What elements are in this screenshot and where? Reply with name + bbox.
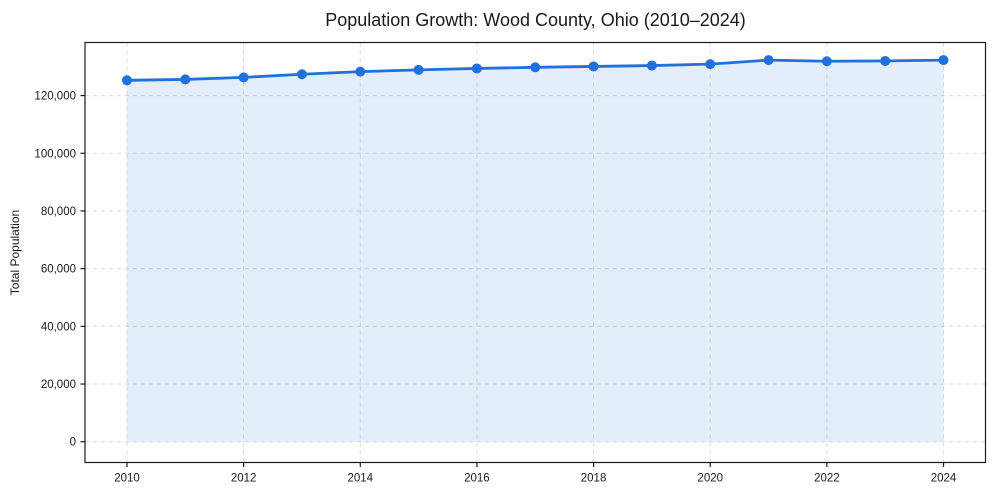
ytick-label: 60,000 [41, 264, 76, 276]
ytick-label: 80,000 [41, 206, 76, 218]
data-point-marker [121, 75, 132, 86]
data-point-marker [588, 61, 599, 72]
ytick-label: 40,000 [41, 321, 76, 333]
ytick-label: 120,000 [34, 91, 76, 103]
data-point-marker [880, 55, 891, 66]
xtick-label: 2012 [231, 473, 257, 485]
ytick-label: 20,000 [41, 379, 76, 391]
xtick-label: 2020 [697, 473, 723, 485]
xtick-label: 2010 [114, 473, 140, 485]
data-point-marker [238, 72, 249, 83]
plot-border [84, 41, 987, 464]
data-point-marker [471, 63, 482, 74]
data-point-marker [355, 66, 366, 77]
chart-title: Population Growth: Wood County, Ohio (20… [325, 10, 746, 30]
data-point-marker [180, 74, 191, 85]
data-point-marker [763, 55, 774, 66]
y-axis-label: Total Population [8, 210, 22, 295]
xtick-label: 2018 [581, 473, 607, 485]
xtick-label: 2016 [464, 473, 490, 485]
data-point-marker [530, 62, 541, 73]
xtick-label: 2022 [814, 473, 840, 485]
ytick-label: 100,000 [34, 148, 76, 160]
ytick-label: 0 [70, 437, 76, 449]
xtick-label: 2024 [931, 473, 957, 485]
data-point-marker [296, 69, 307, 80]
data-point-marker [938, 55, 949, 66]
series-area-fill [126, 60, 944, 442]
data-point-marker [413, 64, 424, 75]
data-point-marker [705, 59, 716, 70]
data-point-marker [646, 60, 657, 71]
xtick-label: 2014 [347, 473, 373, 485]
data-point-marker [821, 56, 832, 67]
